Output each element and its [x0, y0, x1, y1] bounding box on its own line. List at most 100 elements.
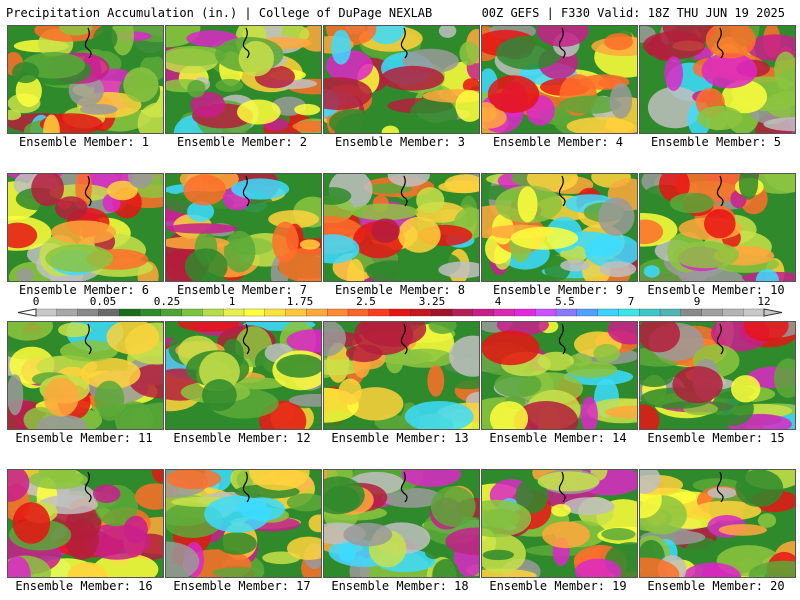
precip-field	[8, 322, 163, 429]
member-label: Ensemble Member: 13	[331, 431, 469, 445]
precip-field	[8, 470, 163, 577]
legend-tick-label: 0	[32, 295, 40, 308]
precip-field	[482, 470, 637, 577]
precip-field	[482, 322, 637, 429]
legend-tick-label: 4	[494, 295, 502, 308]
ensemble-map-panel	[323, 469, 480, 578]
legend-tick-label: 1	[228, 295, 236, 308]
color-bin	[285, 308, 308, 317]
color-scale-legend: 0 0.05 0.25 1 1.75 2.5 3.25 4 5.5 7 9 12	[0, 296, 800, 320]
shoreline-line	[242, 471, 250, 503]
shoreline-line	[558, 471, 566, 503]
ensemble-map-panel	[7, 469, 164, 578]
legend-tick-label: 9	[693, 295, 701, 308]
precip-field	[8, 174, 163, 281]
shoreline-line	[400, 27, 408, 59]
color-bin	[368, 308, 391, 317]
valid-time-label: 00Z GEFS | F330 Valid: 18Z THU JUN 19 20…	[481, 6, 785, 20]
ensemble-map-panel	[481, 469, 638, 578]
member-label: Ensemble Member: 15	[647, 431, 785, 445]
ensemble-map-panel	[481, 173, 638, 282]
ensemble-map-panel	[7, 173, 164, 282]
legend-tick-label: 0.25	[153, 295, 181, 308]
ensemble-map-panel	[7, 321, 164, 430]
color-bin	[98, 308, 120, 317]
color-bin	[743, 308, 765, 317]
color-bin	[410, 308, 432, 317]
color-bin	[597, 308, 620, 317]
color-bin	[639, 308, 661, 317]
shoreline-line	[84, 323, 92, 355]
legend-tick-label: 5.5	[555, 295, 575, 308]
member-label: Ensemble Member: 10	[647, 283, 785, 297]
ensemble-map-panel	[639, 469, 796, 578]
shoreline-line	[558, 27, 566, 59]
color-bin	[243, 308, 266, 317]
precip-field	[166, 470, 321, 577]
legend-tick-label: 12	[757, 295, 771, 308]
member-label: Ensemble Member: 17	[173, 579, 311, 593]
color-bin	[389, 308, 412, 317]
color-bin	[202, 308, 224, 317]
shoreline-line	[558, 323, 566, 355]
color-bin	[576, 308, 599, 317]
color-bin	[555, 308, 578, 317]
shoreline-line	[400, 175, 408, 207]
legend-tick-label: 2.5	[356, 295, 376, 308]
ensemble-map-panel	[481, 25, 638, 134]
precip-field	[166, 26, 321, 133]
ensemble-map-panel	[165, 321, 322, 430]
shoreline-line	[716, 175, 724, 207]
shoreline-line	[242, 27, 250, 59]
color-bin	[472, 308, 495, 317]
precip-field	[482, 174, 637, 281]
precip-field	[8, 26, 163, 133]
member-label: Ensemble Member: 7	[176, 283, 308, 297]
color-bin	[535, 308, 557, 317]
member-label: Ensemble Member: 14	[489, 431, 627, 445]
member-label: Ensemble Member: 4	[492, 135, 624, 149]
shoreline-line	[84, 27, 92, 59]
color-bin	[514, 308, 536, 317]
color-bin	[327, 308, 349, 317]
ensemble-map-panel	[165, 469, 322, 578]
shoreline-line	[84, 471, 92, 503]
member-label: Ensemble Member: 6	[18, 283, 150, 297]
shoreline-line	[716, 471, 724, 503]
ensemble-map-panel	[481, 321, 638, 430]
shoreline-line	[558, 175, 566, 207]
shoreline-line	[716, 27, 724, 59]
color-bin	[451, 308, 474, 317]
color-bin	[223, 308, 245, 317]
member-label: Ensemble Member: 19	[489, 579, 627, 593]
member-label: Ensemble Member: 11	[15, 431, 153, 445]
color-bin	[264, 308, 287, 317]
ensemble-map-panel	[323, 321, 480, 430]
ensemble-map-panel	[165, 173, 322, 282]
chart-title: Precipitation Accumulation (in.) | Colle…	[6, 6, 433, 20]
member-label: Ensemble Member: 12	[173, 431, 311, 445]
member-label: Ensemble Member: 16	[15, 579, 153, 593]
shoreline-line	[400, 471, 408, 503]
color-bin	[493, 308, 516, 317]
precip-field	[166, 322, 321, 429]
ensemble-map-panel	[323, 25, 480, 134]
shoreline-line	[242, 175, 250, 207]
shoreline-line	[400, 323, 408, 355]
precip-field	[166, 174, 321, 281]
legend-arrow-left	[17, 308, 37, 317]
precip-field	[640, 174, 795, 281]
ensemble-map-panel	[323, 173, 480, 282]
legend-tick-label: 3.25	[418, 295, 446, 308]
member-label: Ensemble Member: 2	[176, 135, 308, 149]
member-label: Ensemble Member: 1	[18, 135, 150, 149]
precip-field	[640, 470, 795, 577]
precip-field	[482, 26, 637, 133]
legend-arrow-right	[763, 308, 783, 317]
color-bin	[139, 308, 162, 317]
color-bin	[347, 308, 370, 317]
member-label: Ensemble Member: 5	[650, 135, 782, 149]
ensemble-map-panel	[639, 25, 796, 134]
shoreline-line	[716, 323, 724, 355]
color-bin	[56, 308, 79, 317]
